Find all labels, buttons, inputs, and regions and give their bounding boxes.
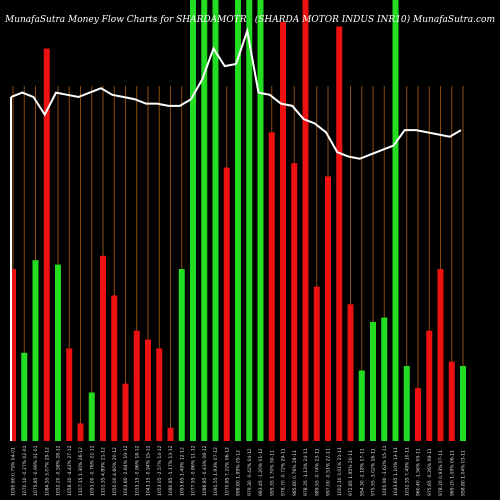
- bar: [392, 0, 399, 441]
- bar: [21, 352, 28, 441]
- x-tick-label: 998.80 1.99% 05-12: [236, 450, 242, 496]
- flow-line-path: [10, 26, 462, 160]
- x-tick-label: 1086.85 -0.43% 08-12: [202, 445, 208, 496]
- bar: [10, 269, 16, 441]
- bar: [100, 255, 106, 441]
- x-tick-label: 997.00 -0.51% 22-11: [326, 448, 332, 496]
- bar: [358, 370, 365, 441]
- x-tick-label: 1002.10 3.01% 21-11: [337, 447, 343, 496]
- bar: [448, 361, 455, 441]
- bar: [325, 176, 331, 441]
- x-tick-label: 975.55 -3.02% 16-11: [371, 448, 377, 496]
- x-tick-label: 1101.35 4.89% 21-12: [101, 447, 107, 496]
- x-tick-label: 1077.55 -0.86% 11-12: [191, 445, 197, 496]
- x-tick-label: 958.80 1.04% 03-11: [461, 450, 467, 496]
- x-tick-label: 1043.15 -0.94% 15-12: [146, 445, 152, 496]
- bar: [32, 260, 39, 441]
- bar: [178, 269, 185, 441]
- bar: [145, 339, 151, 441]
- flow-line: [10, 26, 462, 441]
- x-tick-label: 989.55 -0.74% 23-11: [314, 448, 320, 496]
- bar: [370, 321, 376, 441]
- x-tick-label: 975.65 -0.26% 08-11: [427, 448, 433, 496]
- bar: [257, 0, 264, 441]
- bar: [167, 427, 174, 441]
- bar: [212, 0, 219, 441]
- x-tick-label: 969.20 1.09% 06-11: [449, 450, 455, 496]
- bar: [302, 0, 309, 441]
- x-tick-label: 1052.20 -0.58% 28-12: [56, 445, 62, 496]
- x-tick-label: 1032.35 7.49% 10-11: [404, 447, 410, 496]
- x-tick-label: 995.35 1.70% 30-11: [269, 450, 275, 496]
- x-tick-label: 978.20 0.93% 07-11: [438, 450, 444, 496]
- bar: [66, 348, 73, 441]
- x-tick-label: 1033.15 -0.96% 18-12: [134, 445, 140, 496]
- x-tick-label: 1053.05 -2.57% 14-12: [157, 445, 163, 496]
- x-tick-label: 1070.85 7.22% 06-12: [224, 447, 230, 496]
- x-tick-label: 1093.65 1.49% 12-12: [179, 447, 185, 496]
- bar: [437, 269, 444, 441]
- bar: [268, 132, 275, 442]
- x-tick-label: 954.30 -2.18% 17-11: [359, 448, 365, 496]
- bar: [460, 366, 466, 441]
- x-tick-label: 1093.00 -0.76% 22-12: [89, 445, 95, 496]
- x-tick-label: 1058.30 -4.42% 27-12: [67, 445, 73, 496]
- x-tick-label: 1005.90 -3.62% 15-11: [382, 445, 388, 496]
- x-tick-label: 1050.00 4.60% 20-12: [112, 447, 118, 496]
- bar: [426, 330, 433, 441]
- x-tick-labels: 1090.60 0.75% 04-01 1070.10 -0.27% 02-01 1…: [11, 445, 467, 496]
- x-tick-label: 1090.60 0.75% 04-01: [11, 447, 17, 496]
- bars: [10, 0, 466, 442]
- chart-title: MunafaSutra Money Flow Charts for SHARDA…: [4, 15, 247, 25]
- bar: [43, 48, 50, 441]
- x-tick-label: 1075.85 -0.99% 01-01: [33, 445, 39, 496]
- x-tick-label: 985.80 0.76% 28-11: [292, 450, 298, 496]
- x-tick-label: 978.70 -0.72% 29-11: [281, 448, 287, 496]
- bar: [403, 366, 410, 441]
- bar: [235, 0, 241, 441]
- bar: [122, 383, 129, 441]
- x-tick-label: 1043.65 1.10% 13-11: [393, 447, 399, 496]
- bar: [223, 167, 230, 441]
- bar: [156, 348, 163, 441]
- bar: [280, 22, 286, 442]
- x-tick-label: 979.30 -0.42% 04-12: [247, 448, 253, 496]
- bar: [201, 0, 208, 441]
- x-tick-label: 1107.15 1.30% 26-12: [78, 447, 84, 496]
- bar: [381, 317, 388, 441]
- bar: [291, 163, 298, 442]
- x-tick-label: 978.35 -1.13% 24-11: [303, 448, 309, 496]
- chart-title-source: (SHARDA MOTOR INDUS INR10) MunafaSutra.c…: [255, 14, 495, 25]
- bar: [77, 423, 84, 441]
- bar: [111, 295, 118, 441]
- bar: [133, 330, 140, 441]
- bar: [336, 26, 343, 442]
- x-tick-label: 1080.85 -1.17% 13-12: [168, 445, 174, 496]
- x-tick-label: 1070.10 -0.27% 02-01: [22, 445, 28, 496]
- bar: [347, 304, 354, 441]
- x-tick-label: 972.85 1.95% 20-11: [348, 450, 354, 496]
- bar: [415, 388, 421, 441]
- x-tick-label: 1084.55 3.07% 29-12: [44, 447, 50, 496]
- x-tick-label: 983.45 -1.20% 01-12: [258, 448, 264, 496]
- bar: [55, 264, 61, 441]
- bar: [246, 0, 253, 441]
- x-tick-label: 1003.80 -2.84% 19-12: [123, 445, 129, 496]
- x-tick-label: 1091.55 1.93% 07-12: [213, 447, 219, 496]
- bar: [88, 392, 95, 441]
- bar: [190, 0, 196, 441]
- bar: [313, 286, 320, 441]
- x-tick-label: 960.40 -1.56% 09-11: [416, 448, 422, 496]
